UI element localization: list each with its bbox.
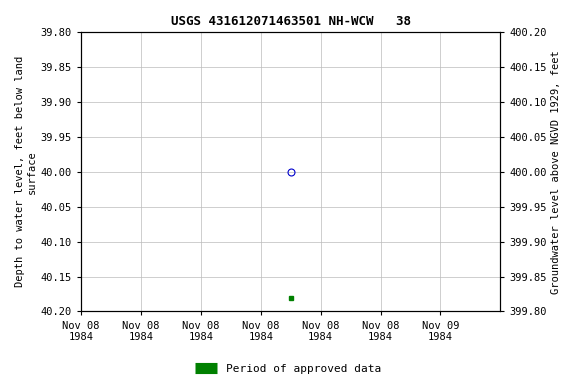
Y-axis label: Groundwater level above NGVD 1929, feet: Groundwater level above NGVD 1929, feet (551, 50, 561, 294)
Title: USGS 431612071463501 NH-WCW   38: USGS 431612071463501 NH-WCW 38 (170, 15, 411, 28)
Y-axis label: Depth to water level, feet below land
surface: Depth to water level, feet below land su… (15, 56, 37, 287)
Legend: Period of approved data: Period of approved data (191, 359, 385, 379)
